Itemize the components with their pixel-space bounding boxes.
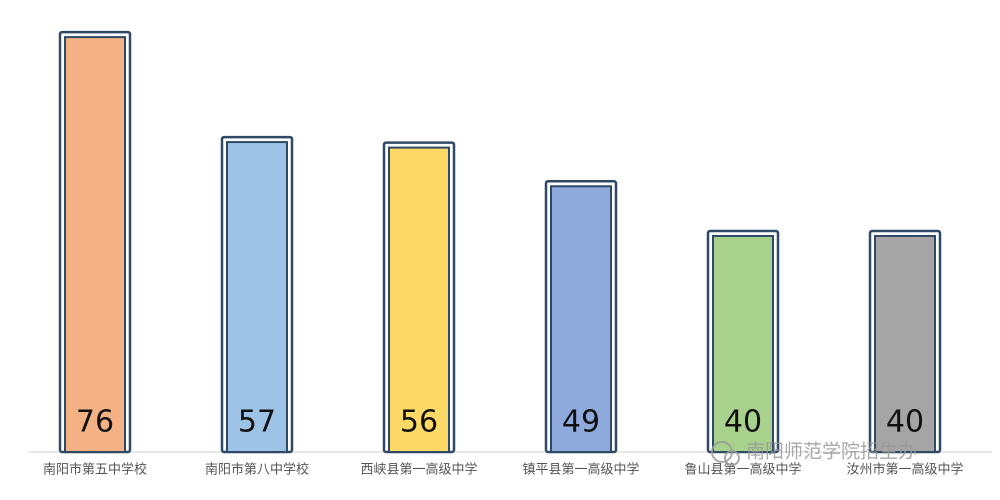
value-label: 76 — [76, 405, 114, 440]
x-tick-label: 鲁山县第一高级中学 — [684, 462, 801, 478]
x-tick-label: 南阳市第五中学校 — [43, 462, 147, 478]
value-label: 56 — [400, 405, 438, 440]
bar — [712, 235, 774, 453]
bar — [388, 146, 450, 453]
x-tick-label: 镇平县第一高级中学 — [522, 462, 639, 478]
bar — [874, 235, 936, 453]
value-label: 49 — [562, 405, 600, 440]
bar — [64, 36, 126, 453]
watermark: 南阳师范学院招生办 — [746, 441, 917, 463]
watermark-icon — [724, 450, 740, 466]
bar — [550, 185, 612, 453]
x-tick-label: 汝州市第一高级中学 — [846, 462, 963, 478]
x-tick-label: 西峡县第一高级中学 — [360, 462, 477, 478]
x-tick-label: 南阳市第八中学校 — [205, 462, 309, 478]
value-label: 40 — [886, 405, 924, 440]
value-label: 40 — [724, 405, 762, 440]
value-label: 57 — [238, 405, 276, 440]
bar — [226, 141, 288, 453]
